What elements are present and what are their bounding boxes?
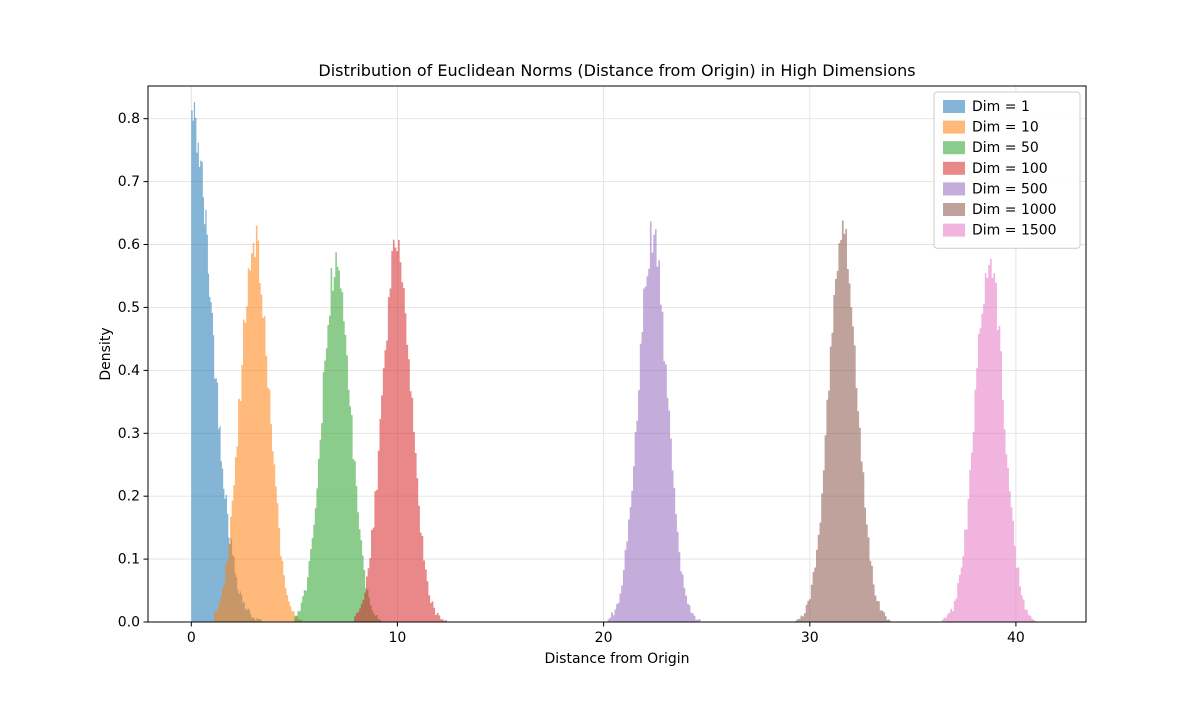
x-tick-label: 10 — [388, 630, 406, 646]
y-tick-label: 0.6 — [118, 237, 140, 253]
chart-title: Distribution of Euclidean Norms (Distanc… — [318, 61, 915, 80]
histogram-dim-10 — [214, 225, 303, 622]
legend-swatch — [943, 182, 965, 196]
x-tick-label: 40 — [1007, 630, 1025, 646]
histogram-dim-1 — [191, 102, 262, 623]
y-tick-label: 0.5 — [118, 300, 140, 316]
legend-entry-label: Dim = 50 — [972, 140, 1039, 156]
legend-box — [933, 91, 1081, 249]
histogram-dim-1000 — [795, 220, 891, 622]
legend-entry-label: Dim = 1 — [972, 99, 1030, 115]
legend-swatch — [943, 120, 965, 134]
y-tick-label: 0.1 — [118, 552, 140, 568]
y-tick-label: 0.8 — [118, 111, 140, 127]
legend-swatch — [943, 100, 965, 113]
x-tick-label: 20 — [595, 630, 613, 646]
legend-swatch — [943, 203, 965, 216]
histogram-dim-50 — [294, 252, 381, 622]
legend-entry-label: Dim = 10 — [972, 120, 1039, 136]
histogram-dim-1500 — [941, 258, 1037, 622]
x-tick-label: 30 — [801, 630, 819, 646]
y-axis-label: Density — [98, 327, 114, 380]
x-tick-label: 0 — [187, 630, 196, 646]
legend-swatch — [943, 141, 965, 155]
legend-entry-label: Dim = 100 — [972, 161, 1048, 177]
legend-entry-label: Dim = 1500 — [972, 223, 1057, 239]
y-tick-label: 0.3 — [118, 426, 140, 442]
legend-entry-label: Dim = 1000 — [972, 202, 1057, 218]
y-tick-label: 0.2 — [118, 489, 140, 505]
axes: 0 10 20 30 40 0.0 0.1 0.2 0.3 0.4 0.5 0.6 0.7 0.8 — [118, 85, 1087, 646]
plot-border — [147, 85, 1087, 623]
y-tick-label: 0.7 — [118, 174, 140, 190]
histogram-dim-500 — [607, 221, 701, 622]
legend-swatch — [943, 223, 965, 237]
legend-entry-label: Dim = 500 — [972, 181, 1048, 197]
legend-swatch — [943, 161, 965, 175]
histogram-series — [191, 102, 1037, 623]
histogram-dim-100 — [354, 239, 447, 622]
legend: Dim = 1 Dim = 10 Dim = 50 Dim = 100 Dim = 50… — [933, 91, 1081, 249]
x-axis-label: Distance from Origin — [544, 651, 689, 667]
y-tick-label: 0.4 — [118, 363, 140, 379]
y-tick-label: 0.0 — [118, 615, 140, 631]
